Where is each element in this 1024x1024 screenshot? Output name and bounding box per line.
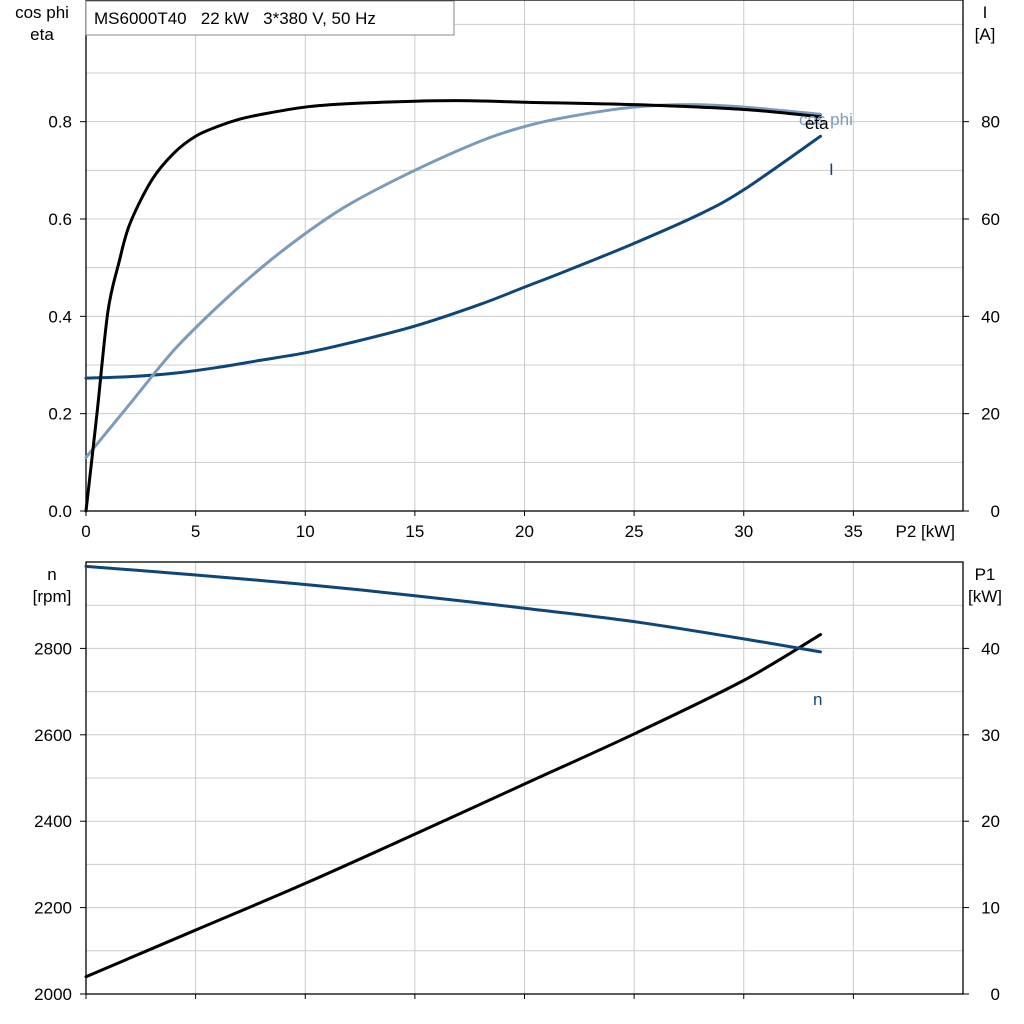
y-left-axis-title: cos phi: [15, 3, 69, 22]
y-right-axis-title: [A]: [975, 25, 996, 44]
series-label-cos-phi: cos phi: [799, 110, 853, 129]
y-right-tick-label: 0: [991, 985, 1000, 1004]
top-chart: 0 5 10 15 20 25 30 35 0.0 0.2 0.4 0.6 0.8 0 20 40 60 80 co…: [15, 0, 1000, 541]
y-right-tick-label: 40: [981, 639, 1000, 658]
x-tick-label: 5: [191, 522, 200, 541]
series-label-i: I: [829, 160, 834, 179]
bottom-chart: 2000 2200 2400 2600 2800 0 10 20 30 40 n [rpm] P1 [kW…: [33, 561, 1002, 1004]
title-box: MS6000T40 22 kW 3*380 V, 50 Hz: [85, 0, 455, 36]
y-right-axis-title: I: [983, 3, 988, 22]
y-right-tick-label: 0: [991, 502, 1000, 521]
x-tick-label: 0: [81, 522, 90, 541]
series-label-n: n: [813, 690, 822, 709]
x-tick-label: 15: [405, 522, 424, 541]
x-tick-label: 25: [625, 522, 644, 541]
y-right-tick-label: 80: [981, 113, 1000, 132]
y-right-tick-label: 40: [981, 307, 1000, 326]
y-left-tick-label: 0.8: [48, 113, 72, 132]
y-right-axis-title: P1: [975, 565, 996, 584]
y-left-axis-title: n: [47, 565, 56, 584]
series-line-eta: [84, 99, 822, 513]
y-right-tick-label: 20: [981, 405, 1000, 424]
y-left-tick-label: 0.6: [48, 210, 72, 229]
y-left-tick-label: 0.4: [48, 307, 72, 326]
x-tick-label: 10: [296, 522, 315, 541]
y-right-tick-label: 10: [981, 899, 1000, 918]
y-left-tick-label: 2000: [34, 985, 72, 1004]
y-left-tick-label: 2800: [34, 639, 72, 658]
y-right-axis-title: [kW]: [968, 587, 1002, 606]
x-tick-label: 35: [844, 522, 863, 541]
series-line-cos-phi: [84, 103, 822, 459]
x-tick-label: 30: [734, 522, 753, 541]
series-line-p1: [84, 633, 822, 979]
y-left-tick-label: 2400: [34, 812, 72, 831]
x-axis-title: P2 [kW]: [895, 522, 955, 541]
series-label-eta: eta: [805, 114, 829, 133]
series-line-n: [84, 564, 822, 654]
y-right-tick-label: 20: [981, 812, 1000, 831]
x-tick-label: 20: [515, 522, 534, 541]
y-left-tick-label: 2600: [34, 726, 72, 745]
y-left-tick-label: 0.2: [48, 405, 72, 424]
y-left-tick-label: 2200: [34, 899, 72, 918]
y-right-tick-label: 30: [981, 726, 1000, 745]
y-left-axis-title: eta: [30, 25, 54, 44]
y-left-tick-label: 0.0: [48, 502, 72, 521]
series-line-i: [84, 134, 822, 380]
y-left-axis-title: [rpm]: [33, 587, 72, 606]
y-right-tick-label: 60: [981, 210, 1000, 229]
chart-title: MS6000T40 22 kW 3*380 V, 50 Hz: [94, 9, 376, 28]
